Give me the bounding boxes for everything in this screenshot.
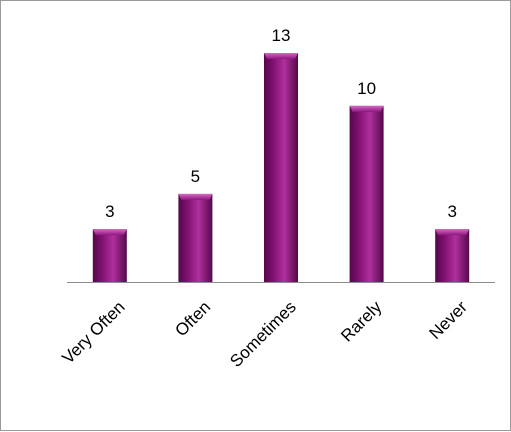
bars-layer bbox=[92, 53, 470, 282]
bar-cap bbox=[178, 193, 213, 200]
bar-cap bbox=[349, 105, 384, 112]
x-tick-label: Very Often bbox=[58, 297, 128, 367]
bar-very-often bbox=[92, 229, 127, 282]
data-label: 13 bbox=[272, 26, 291, 45]
bar-body bbox=[435, 229, 470, 282]
data-label: 3 bbox=[447, 202, 456, 221]
bar-rarely bbox=[349, 105, 384, 282]
bar-cap bbox=[264, 53, 298, 59]
data-label: 5 bbox=[191, 167, 200, 186]
bar-body bbox=[92, 229, 127, 282]
data-labels-layer: 3 5 13 10 3 bbox=[105, 26, 457, 221]
bar-cap bbox=[435, 229, 470, 236]
x-tick-label: Rarely bbox=[337, 297, 386, 346]
data-label: 10 bbox=[357, 79, 376, 98]
bar-body bbox=[178, 193, 213, 282]
bar-cap bbox=[92, 229, 127, 236]
bar-often bbox=[178, 193, 213, 282]
data-label: 3 bbox=[105, 202, 114, 221]
bar-never bbox=[435, 229, 470, 282]
bar-body bbox=[264, 53, 298, 282]
bar-body bbox=[349, 105, 384, 282]
x-tick-label: Sometimes bbox=[226, 297, 300, 371]
x-tick-labels-layer: Very Often Often Sometimes Rarely Never bbox=[58, 297, 471, 371]
x-tick-label: Never bbox=[426, 297, 472, 343]
x-tick-label: Often bbox=[171, 297, 214, 340]
bar-sometimes bbox=[264, 53, 298, 282]
